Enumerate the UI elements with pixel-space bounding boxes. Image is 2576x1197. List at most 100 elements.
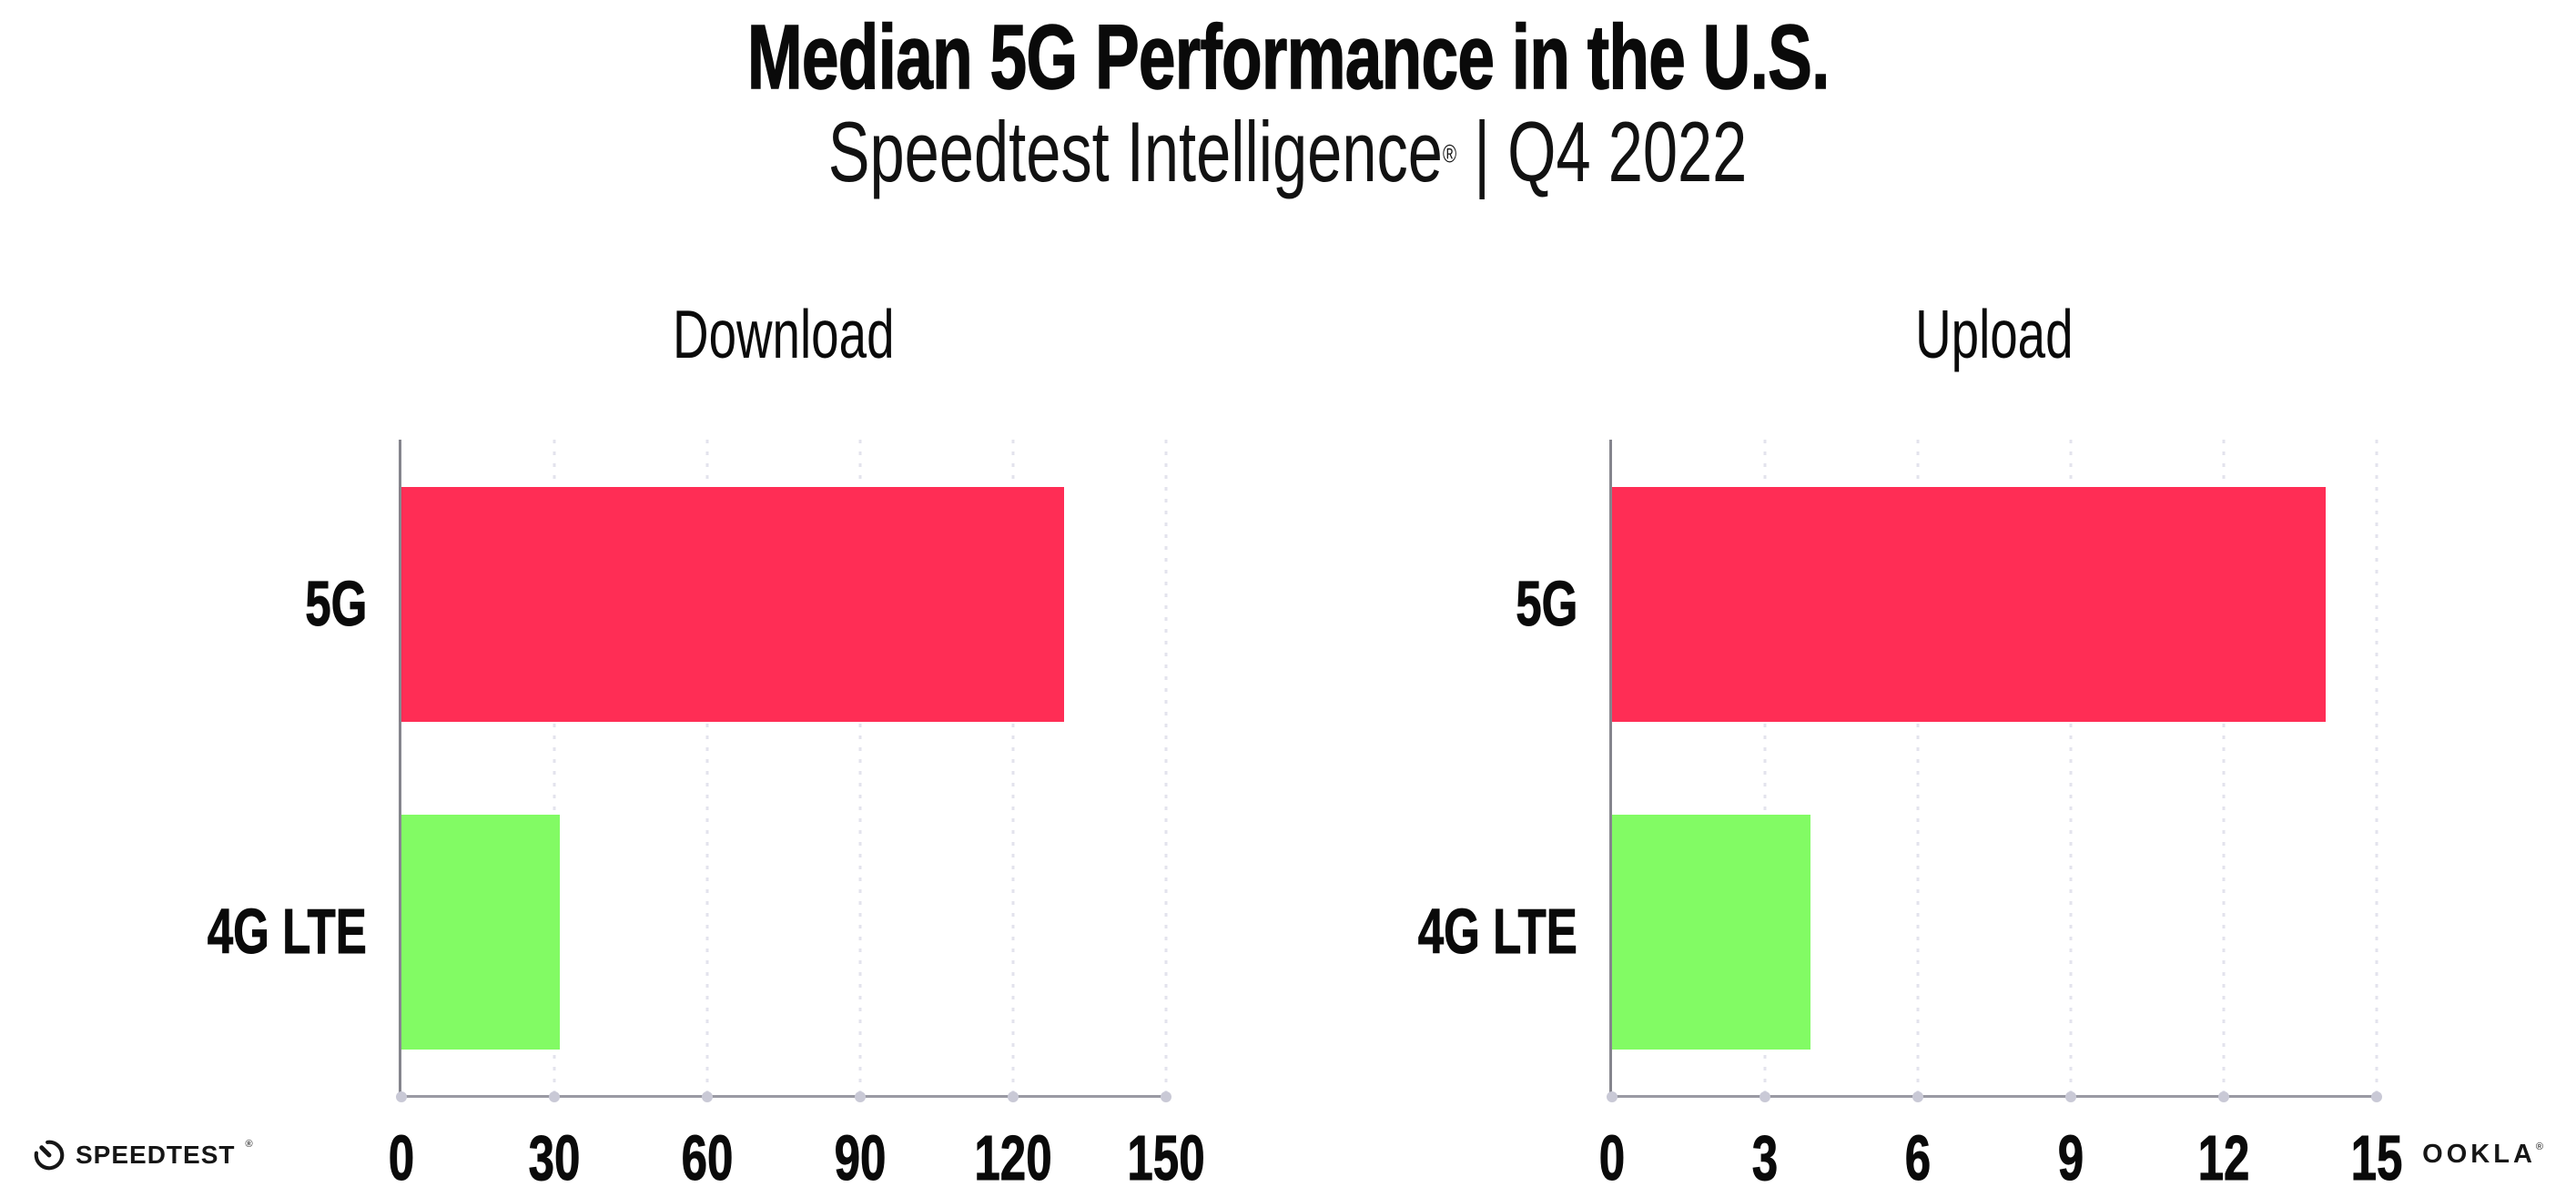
- x-tick-30: 30Mbps: [509, 1095, 599, 1197]
- x-tick-value: 15: [2350, 1122, 2403, 1193]
- speedtest-logo: SPEEDTEST ®: [33, 1139, 253, 1172]
- download-y-axis-line: [399, 440, 401, 1098]
- upload-chart-title-text: Upload: [1915, 296, 2074, 372]
- gridline-30-mbps: [553, 440, 556, 1095]
- ookla-registered-mark: ®: [2535, 1141, 2543, 1152]
- y-axis-label-4g-lte: 4G LTE: [1398, 767, 1612, 1095]
- x-tick-value: 12: [2197, 1122, 2250, 1193]
- download-plot-area: [396, 440, 1171, 1102]
- y-axis-label-text: 5G: [1515, 568, 1577, 640]
- download-chart-title-text: Download: [673, 296, 895, 372]
- gridline-90-mbps: [858, 440, 862, 1095]
- axis-tick-dot-0: [396, 1091, 407, 1102]
- upload-chart-body: 5G 4G LTE: [1398, 440, 2490, 1102]
- gridline-12-mbps: [2222, 440, 2226, 1095]
- x-tick-inner: 0: [1598, 1095, 1626, 1193]
- download-chart-body: 5G 4G LTE: [188, 440, 1280, 1102]
- x-tick-150: 150Mbps: [1113, 1095, 1220, 1197]
- x-tick-inner: 150Mbps: [1127, 1095, 1205, 1197]
- download-x-axis-line: [399, 1095, 1166, 1098]
- gridline-3-mbps: [1763, 440, 1767, 1095]
- x-tick-value: 150: [1127, 1122, 1205, 1193]
- x-tick-value: 120: [974, 1122, 1052, 1193]
- gridline-9-mbps: [2069, 440, 2073, 1095]
- x-tick-value: 6: [1904, 1122, 1932, 1193]
- axis-tick-dot-120: [1008, 1091, 1019, 1102]
- x-tick-inner: 90Mbps: [827, 1095, 893, 1197]
- x-tick-value: 30: [528, 1122, 581, 1193]
- x-tick-12: 12Mbps: [2178, 1095, 2268, 1197]
- x-tick-6: 6Mbps: [1872, 1095, 1962, 1197]
- download-chart-title: Download: [401, 300, 1166, 371]
- subtitle-period: | Q4 2022: [1456, 104, 1748, 199]
- x-tick-inner: 60Mbps: [674, 1095, 740, 1197]
- axis-tick-dot-6: [1912, 1091, 1923, 1102]
- y-axis-label-4g-lte: 4G LTE: [188, 767, 401, 1095]
- speedtest-gauge-icon: [33, 1139, 66, 1172]
- x-tick-value: 0: [388, 1122, 415, 1193]
- subtitle-brand: Speedtest Intelligence: [828, 104, 1444, 199]
- x-tick-value: 3: [1751, 1122, 1779, 1193]
- x-tick-inner: 12Mbps: [2191, 1095, 2257, 1197]
- x-tick-inner: 9Mbps: [2038, 1095, 2104, 1197]
- x-tick-value: 60: [681, 1122, 734, 1193]
- page-title-text: Median 5G Performance in the U.S.: [746, 6, 1831, 108]
- x-tick-inner: 0: [388, 1095, 415, 1193]
- x-tick-3: 3Mbps: [1719, 1095, 1810, 1197]
- x-tick-60: 60Mbps: [662, 1095, 752, 1197]
- axis-tick-dot-30: [549, 1091, 560, 1102]
- axis-tick-dot-0: [1607, 1091, 1618, 1102]
- ookla-logo: OOKLA ®: [2422, 1141, 2543, 1168]
- upload-plot-area: [1607, 440, 2382, 1102]
- bar-4g-lte-upload: [1612, 814, 1811, 1050]
- x-tick-9: 9Mbps: [2025, 1095, 2115, 1197]
- page-subtitle: Speedtest Intelligence® | Q4 2022: [0, 107, 2576, 197]
- axis-tick-dot-12: [2218, 1091, 2229, 1102]
- download-chart: Download 5G 4G LTE 0 30Mbps 60Mbps 90Mbps 120…: [188, 232, 1280, 1197]
- y-axis-label-text: 4G LTE: [1417, 896, 1578, 968]
- ookla-wordmark: OOKLA: [2422, 1140, 2536, 1169]
- bar-5g-download: [401, 486, 1064, 722]
- header: Median 5G Performance in the U.S. Speedt…: [0, 0, 2576, 197]
- axis-tick-dot-60: [702, 1091, 713, 1102]
- page-subtitle-text: Speedtest Intelligence® | Q4 2022: [828, 107, 1748, 197]
- gridline-120-mbps: [1011, 440, 1015, 1095]
- axis-tick-dot-15: [2371, 1091, 2382, 1102]
- axis-tick-dot-3: [1760, 1091, 1770, 1102]
- x-tick-0: 0: [384, 1095, 420, 1193]
- x-tick-15: 15Mbps: [2331, 1095, 2421, 1197]
- x-tick-value: 9: [2057, 1122, 2084, 1193]
- upload-x-axis: 03Mbps6Mbps9Mbps12Mbps15Mbps: [1598, 1095, 2402, 1197]
- x-tick-inner: 15Mbps: [2344, 1095, 2409, 1197]
- x-tick-inner: 6Mbps: [1885, 1095, 1951, 1197]
- speedtest-wordmark: SPEEDTEST: [76, 1141, 236, 1169]
- y-axis-label-5g: 5G: [188, 440, 401, 767]
- speedtest-registered-mark: ®: [245, 1139, 253, 1150]
- upload-chart-title: Upload: [1612, 300, 2377, 371]
- x-tick-inner: 30Mbps: [522, 1095, 587, 1197]
- x-tick-value: 90: [834, 1122, 887, 1193]
- x-tick-120: 120Mbps: [960, 1095, 1067, 1197]
- bar-5g-upload: [1612, 486, 2326, 722]
- upload-y-axis-line: [1609, 440, 1612, 1098]
- registered-mark: ®: [1443, 138, 1457, 168]
- x-tick-0: 0: [1595, 1095, 1630, 1193]
- axis-tick-dot-9: [2065, 1091, 2076, 1102]
- gridline-15-mbps: [2375, 440, 2378, 1095]
- upload-y-axis: 5G 4G LTE: [1398, 440, 1612, 1095]
- gridline-60-mbps: [705, 440, 709, 1095]
- upload-x-axis-line: [1609, 1095, 2377, 1098]
- bar-4g-lte-download: [401, 814, 560, 1050]
- page-title: Median 5G Performance in the U.S.: [0, 6, 2576, 108]
- x-tick-inner: 120Mbps: [974, 1095, 1052, 1197]
- axis-tick-dot-150: [1161, 1091, 1171, 1102]
- download-x-axis: 0 30Mbps 60Mbps 90Mbps 120Mbps 150Mbps: [388, 1095, 1205, 1197]
- y-axis-label-5g: 5G: [1398, 440, 1612, 767]
- y-axis-label-text: 4G LTE: [207, 896, 368, 968]
- x-tick-value: 0: [1598, 1122, 1626, 1193]
- upload-chart: Upload 5G 4G LTE 0 3Mbps 6Mbps 9Mbps 12Mbps 15…: [1398, 232, 2490, 1197]
- x-tick-inner: 3Mbps: [1732, 1095, 1798, 1197]
- y-axis-label-text: 5G: [304, 568, 367, 640]
- gridline-6-mbps: [1916, 440, 1920, 1095]
